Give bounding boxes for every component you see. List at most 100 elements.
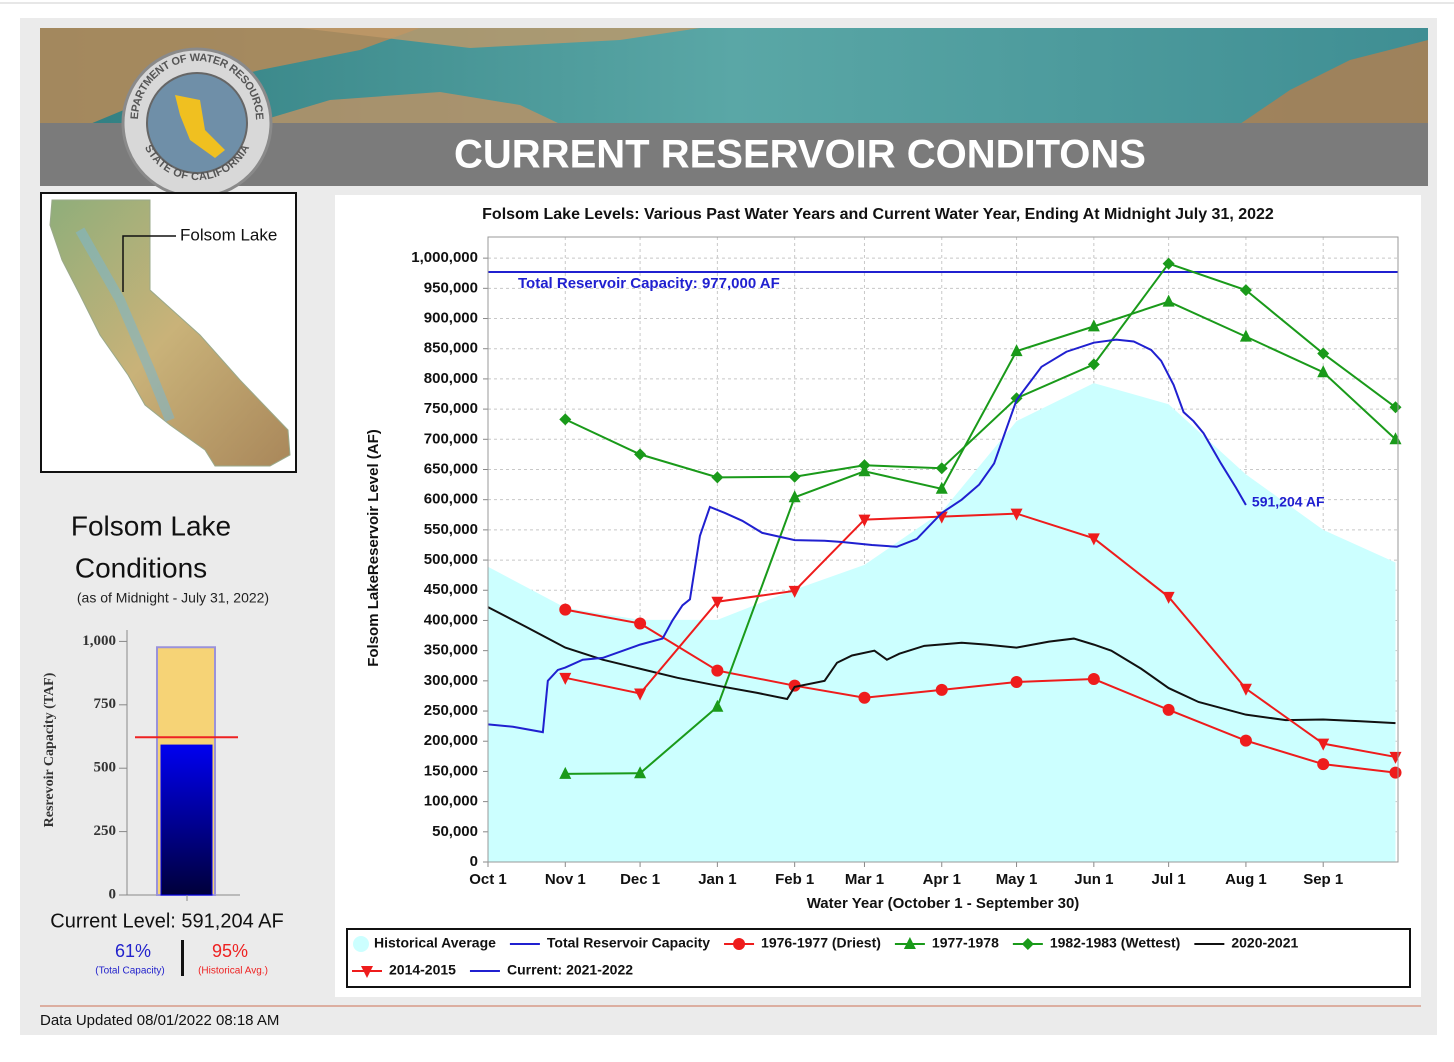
y-tick-label: 1,000 xyxy=(82,633,116,649)
y-tick-label: 50,000 xyxy=(432,823,478,840)
marker xyxy=(1010,676,1023,689)
marker xyxy=(711,471,724,484)
y-tick-label: 750 xyxy=(94,696,117,712)
marker xyxy=(858,691,871,704)
marker xyxy=(788,585,801,598)
y-tick-label: 150,000 xyxy=(424,762,478,779)
line xyxy=(487,606,1396,725)
marker xyxy=(711,699,724,712)
banner-hill xyxy=(1240,40,1428,124)
y-tick-label: 850,000 xyxy=(424,340,478,357)
marker xyxy=(1239,284,1252,297)
current-annotation: 591,204 AF xyxy=(1252,494,1325,510)
marker xyxy=(1087,319,1100,332)
level-bar xyxy=(160,744,213,896)
marker xyxy=(733,938,746,950)
gauge-chart: 0 250 500 750 1,000 Resrevoir Capacity (TAF) xyxy=(42,630,240,902)
marker xyxy=(935,481,948,494)
marker xyxy=(1239,683,1252,696)
marker xyxy=(1021,938,1034,950)
marker xyxy=(634,688,647,701)
x-tick-label: Nov 1 xyxy=(545,871,586,888)
marker xyxy=(903,937,916,949)
legend-label: Total Reservoir Capacity xyxy=(547,935,710,951)
y-tick-label: 700,000 xyxy=(424,430,478,447)
y-tick-label: 500 xyxy=(94,760,117,776)
marker xyxy=(1317,758,1330,771)
legend-item: 1976-1977 (Driest) xyxy=(724,935,881,951)
y-tick-label: 300,000 xyxy=(424,672,478,689)
legend-label: Current: 2021-2022 xyxy=(507,962,633,978)
chart-title: Folsom Lake Levels: Various Past Water Y… xyxy=(482,206,1274,223)
marker xyxy=(711,664,724,677)
marker xyxy=(1162,591,1175,604)
x-tick-label: Dec 1 xyxy=(620,871,660,888)
map-label: Folsom Lake xyxy=(180,225,277,244)
marker xyxy=(788,679,801,692)
y-tick-label: 950,000 xyxy=(424,279,478,296)
x-tick-label: Jan 1 xyxy=(698,871,736,888)
y-tick-label: 400,000 xyxy=(424,611,478,628)
x-tick-label: May 1 xyxy=(996,871,1038,888)
marker xyxy=(1087,533,1100,546)
legend-frame xyxy=(346,928,1411,988)
main-chart: 0 50,000 100,000 150,000 200,000 250,000 300,0… xyxy=(411,236,1402,888)
y-tick-label: 550,000 xyxy=(424,521,478,538)
y-tick-label: 900,000 xyxy=(424,309,478,326)
marker xyxy=(1087,673,1100,686)
banner-hill xyxy=(300,28,700,48)
marker xyxy=(858,459,871,472)
conditions-title: Conditions xyxy=(75,552,207,583)
legend-item: Total Reservoir Capacity xyxy=(509,935,710,951)
line xyxy=(565,608,1396,774)
y-tick-label: 200,000 xyxy=(424,732,478,749)
line xyxy=(565,512,1396,758)
footer-updated: Data Updated 08/01/2022 08:18 AM xyxy=(40,1012,279,1029)
y-tick-label: 0 xyxy=(470,853,478,870)
x-tick-label: Oct 1 xyxy=(469,871,507,888)
marker xyxy=(788,490,801,503)
series-layer xyxy=(487,257,1402,862)
percent-average: 95% xyxy=(212,941,248,961)
marker xyxy=(711,596,724,609)
marker xyxy=(559,603,572,616)
line xyxy=(487,338,1247,734)
marker xyxy=(1162,703,1175,716)
marker xyxy=(1317,347,1330,360)
capacity-annotation: Total Reservoir Capacity: 977,000 AF xyxy=(518,275,780,292)
y-tick-label: 650,000 xyxy=(424,460,478,477)
legend-label: Historical Average xyxy=(374,935,496,951)
y-tick-label: 0 xyxy=(109,886,117,902)
marker xyxy=(559,766,572,779)
marker xyxy=(1239,329,1252,342)
marker xyxy=(361,966,373,978)
marker xyxy=(935,462,948,475)
page-title: CURRENT RESERVOIR CONDITONS xyxy=(454,133,1146,177)
legend-label: 1977-1978 xyxy=(932,935,999,951)
x-tick-label: Apr 1 xyxy=(923,871,961,888)
y-tick-label: 250 xyxy=(94,823,117,839)
legend: Historical Average Total Reservoir Capaci… xyxy=(352,935,1299,978)
legend-item: 1982-1983 (Wettest) xyxy=(1012,935,1180,951)
y-tick-label: 100,000 xyxy=(424,793,478,810)
marker xyxy=(1087,358,1100,371)
map-leader xyxy=(122,235,176,292)
marker xyxy=(1162,294,1175,307)
marker xyxy=(1389,432,1402,445)
x-tick-label: Mar 1 xyxy=(845,871,884,888)
y-tick-label: 350,000 xyxy=(424,642,478,659)
marker xyxy=(1239,734,1252,747)
marker xyxy=(559,413,572,426)
legend-item: 2014-2015 xyxy=(352,962,456,978)
marker xyxy=(1010,508,1023,521)
line xyxy=(565,300,1397,775)
y-tick-label: 250,000 xyxy=(424,702,478,719)
y-tick-label: 800,000 xyxy=(424,370,478,387)
marker xyxy=(1162,257,1175,270)
central-valley xyxy=(75,227,175,422)
y-tick-label: 600,000 xyxy=(424,491,478,508)
marker xyxy=(935,683,948,696)
percent-average-label: (Historical Avg.) xyxy=(198,966,268,977)
y-tick-label: 450,000 xyxy=(424,581,478,598)
